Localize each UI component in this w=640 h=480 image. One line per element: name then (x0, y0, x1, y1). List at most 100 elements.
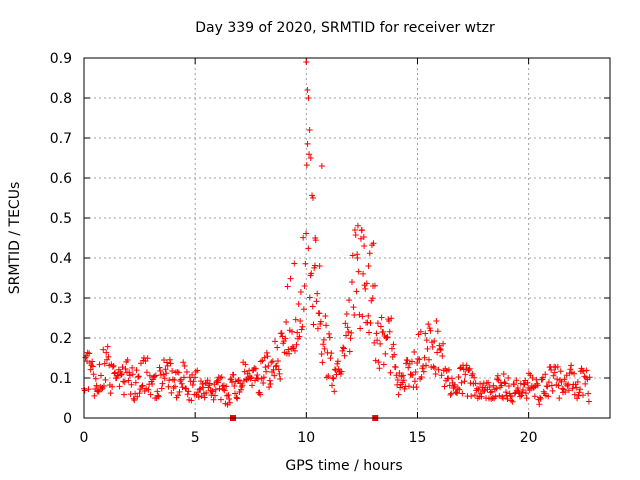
x-tick-label: 15 (409, 430, 427, 446)
data-point (311, 262, 318, 269)
data-point (427, 327, 434, 334)
data-point (243, 376, 250, 383)
data-point (513, 377, 520, 384)
data-point (103, 356, 110, 363)
data-point (260, 374, 267, 381)
data-point (380, 361, 387, 368)
data-point (297, 289, 304, 296)
data-point (274, 344, 281, 351)
data-point (571, 391, 578, 398)
data-point (491, 386, 498, 393)
data-point (321, 345, 328, 352)
data-point (397, 384, 404, 391)
data-point (121, 378, 128, 385)
data-point (425, 321, 432, 328)
data-point (184, 391, 191, 398)
data-point (475, 386, 482, 393)
data-point (92, 375, 99, 382)
data-point (273, 362, 280, 369)
data-point (548, 366, 555, 373)
data-point (128, 381, 135, 388)
data-point (360, 270, 367, 277)
data-point (354, 255, 361, 261)
data-point (146, 372, 153, 379)
data-point (558, 378, 565, 385)
data-point (537, 394, 544, 401)
data-point (203, 389, 210, 396)
data-point (263, 368, 270, 375)
data-point (403, 360, 410, 367)
data-point (405, 364, 412, 371)
plot-frame (83, 57, 611, 419)
x-tick-label: 20 (520, 430, 538, 446)
data-point (130, 395, 137, 402)
data-point (371, 339, 378, 346)
data-point (505, 382, 512, 389)
data-point (523, 395, 530, 402)
data-point (168, 389, 175, 396)
data-point (235, 376, 242, 383)
data-point (574, 395, 581, 402)
data-point (437, 347, 444, 354)
data-point (500, 370, 507, 377)
data-point (163, 359, 170, 366)
data-point (177, 378, 184, 385)
data-point (356, 311, 363, 318)
data-point (467, 380, 474, 387)
data-point (149, 381, 156, 388)
data-point (254, 372, 261, 379)
data-point (395, 391, 402, 398)
data-point (420, 368, 427, 375)
data-point (277, 376, 284, 383)
data-point (520, 387, 527, 394)
data-point (386, 328, 393, 335)
data-point (322, 312, 329, 319)
axis-ticks: 0 0.1 0.2 0.3 0.4 0.5 0.6 0.7 0.8 0.9 0 5 10 15 20 (50, 51, 610, 446)
data-point (338, 368, 345, 375)
data-point (155, 393, 162, 400)
data-point (169, 367, 176, 374)
data-point (329, 374, 336, 381)
data-point (227, 376, 234, 383)
data-point (96, 361, 103, 368)
data-point (369, 295, 376, 302)
data-point (366, 250, 373, 257)
data-point (155, 392, 162, 399)
data-point (582, 380, 589, 387)
data-point (422, 330, 429, 337)
data-point (571, 370, 578, 377)
data-point (534, 382, 541, 389)
data-point (332, 367, 339, 374)
data-point (576, 389, 583, 396)
data-point (112, 369, 119, 376)
data-point (109, 383, 116, 390)
data-point (218, 374, 225, 381)
data-point (361, 243, 368, 249)
data-point (412, 369, 419, 376)
data-point (376, 365, 383, 372)
data-point (246, 367, 253, 374)
data-point (100, 383, 107, 390)
data-point (174, 369, 181, 376)
data-point (333, 371, 340, 378)
data-point (478, 393, 485, 400)
data-point (197, 378, 204, 385)
data-point (285, 346, 292, 353)
data-point (299, 323, 306, 330)
data-point (326, 334, 333, 341)
data-point (425, 356, 432, 363)
data-point (357, 325, 364, 332)
data-point (296, 333, 303, 340)
data-point (103, 349, 110, 356)
data-point (350, 304, 357, 311)
data-point (342, 320, 349, 327)
data-point (548, 382, 555, 389)
data-point (375, 359, 382, 366)
data-point (247, 375, 254, 382)
data-point (100, 346, 107, 353)
data-point (569, 385, 576, 392)
data-point (316, 263, 323, 269)
data-point (441, 383, 448, 390)
data-point (418, 374, 425, 381)
data-point (448, 375, 455, 382)
